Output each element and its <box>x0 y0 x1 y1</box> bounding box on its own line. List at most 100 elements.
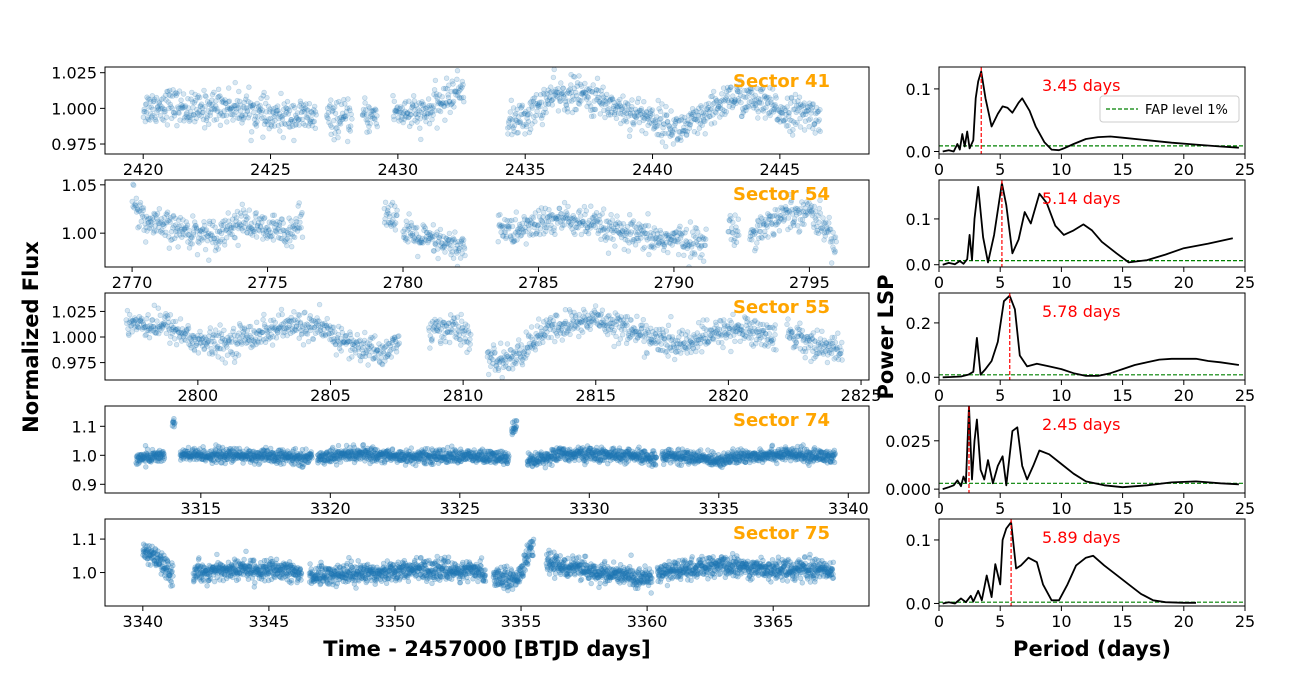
flux-point <box>828 236 834 242</box>
flux-point <box>759 215 765 222</box>
flux-point <box>790 219 796 226</box>
flux-point <box>350 345 356 352</box>
flux-point <box>512 348 518 355</box>
flux-point <box>809 212 816 219</box>
flux-point <box>831 356 837 362</box>
flux-point <box>701 235 707 242</box>
flux-point <box>271 212 277 218</box>
flux-point <box>787 191 793 198</box>
flux-point <box>559 217 565 224</box>
flux-point <box>333 352 339 358</box>
flux-point <box>600 225 606 231</box>
flux-point <box>207 221 213 227</box>
flux-point <box>545 101 552 107</box>
flux-point <box>399 105 405 111</box>
flux-point <box>637 111 644 117</box>
flux-point <box>388 354 394 360</box>
flux-point <box>412 117 418 123</box>
flux-point <box>805 345 812 351</box>
flux-point <box>761 105 767 112</box>
flux-point <box>156 455 162 462</box>
flux-point <box>538 99 545 105</box>
flux-point <box>633 225 639 231</box>
flux-point <box>251 109 257 116</box>
flux-point <box>749 89 755 96</box>
flux-point <box>277 113 283 120</box>
flux-point <box>285 327 292 333</box>
flux-point <box>508 236 515 243</box>
flux-point <box>533 91 540 98</box>
flux-point <box>305 322 311 328</box>
flux-point <box>509 131 515 138</box>
flux-point <box>204 233 210 239</box>
flux-point <box>156 326 163 332</box>
flux-point <box>410 233 416 239</box>
flux-point <box>484 354 491 360</box>
flux-point <box>233 339 239 346</box>
flux-point <box>637 226 644 232</box>
flux-point <box>204 238 211 244</box>
flux-point <box>140 320 147 326</box>
flux-point <box>512 217 518 223</box>
flux-point <box>202 103 208 110</box>
flux-point <box>623 232 629 239</box>
flux-point <box>412 225 419 232</box>
flux-point <box>261 311 267 318</box>
flux-point <box>232 235 238 241</box>
periodogram-1-xtick-label: 10 <box>1051 273 1071 292</box>
flux-point <box>161 214 168 221</box>
flux-point <box>460 94 467 101</box>
flux-point <box>433 320 439 327</box>
flux-point <box>303 101 309 107</box>
flux-point <box>771 102 777 109</box>
flux-point <box>269 220 275 226</box>
flux-point <box>622 227 628 233</box>
flux-point <box>261 89 267 96</box>
flux-point <box>445 237 451 243</box>
flux-point <box>548 322 555 328</box>
flux-point <box>293 323 300 329</box>
flux-point <box>488 355 494 361</box>
flux-point <box>792 91 799 98</box>
flux-point <box>171 325 177 331</box>
flux-point <box>825 229 831 235</box>
flux-point <box>441 103 447 109</box>
flux-point <box>453 321 459 327</box>
flux-point <box>275 226 281 232</box>
flux-point <box>290 102 297 109</box>
flux-point <box>502 357 508 363</box>
flux-point <box>711 120 718 126</box>
flux-point <box>817 210 823 216</box>
flux-point <box>757 96 763 103</box>
flux-point <box>438 340 444 347</box>
flux-point <box>802 118 809 124</box>
flux-point <box>638 106 645 112</box>
flux-point <box>565 89 571 95</box>
flux-point <box>832 339 839 346</box>
flux-point <box>142 443 149 449</box>
flux-point <box>613 102 619 109</box>
flux-point <box>373 121 379 127</box>
flux-point <box>552 215 558 222</box>
flux-point <box>605 313 611 319</box>
flux-point <box>182 104 188 110</box>
flux-point <box>588 107 594 114</box>
flux-point <box>285 317 291 323</box>
flux-point <box>206 333 212 339</box>
flux-point <box>688 340 695 346</box>
flux-point <box>275 122 282 129</box>
flux-point <box>272 227 279 234</box>
flux-point <box>641 244 648 251</box>
flux-point <box>576 101 583 107</box>
flux-point <box>227 332 233 339</box>
flux-point <box>225 339 231 345</box>
flux-point <box>594 217 600 224</box>
flux-point <box>529 337 535 343</box>
flux-point <box>614 213 620 219</box>
flux-point <box>805 104 811 110</box>
flux-point <box>409 232 415 239</box>
flux-point <box>454 250 460 256</box>
flux-point <box>208 339 214 345</box>
flux-point <box>545 101 551 107</box>
flux-point <box>691 334 698 340</box>
